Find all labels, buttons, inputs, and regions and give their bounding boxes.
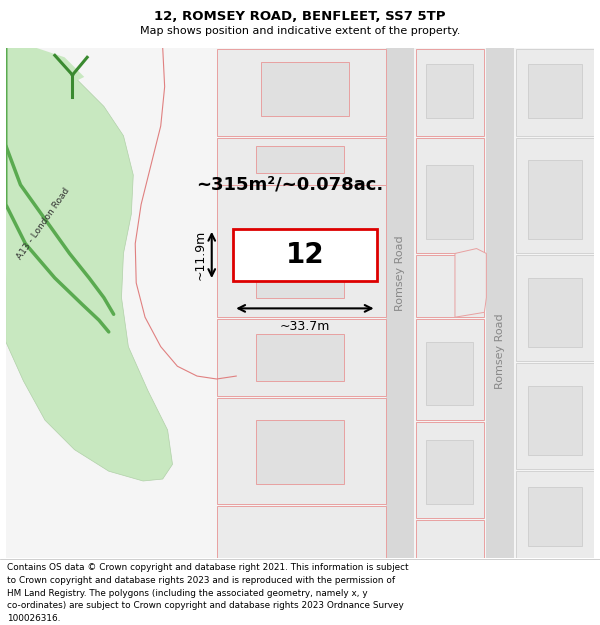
Bar — [425, 64, 473, 118]
Bar — [256, 420, 344, 484]
Bar — [527, 160, 583, 239]
Bar — [416, 49, 484, 136]
Bar — [487, 48, 514, 558]
Polygon shape — [6, 48, 173, 481]
Text: ~33.7m: ~33.7m — [280, 320, 330, 333]
Bar — [217, 398, 386, 504]
Bar — [527, 487, 583, 546]
Polygon shape — [6, 48, 84, 136]
Bar — [217, 185, 386, 318]
Text: Map shows position and indicative extent of the property.: Map shows position and indicative extent… — [140, 26, 460, 36]
Text: ~11.9m: ~11.9m — [194, 230, 207, 280]
Bar — [416, 319, 484, 420]
Bar — [217, 138, 386, 185]
Text: Contains OS data © Crown copyright and database right 2021. This information is : Contains OS data © Crown copyright and d… — [7, 563, 409, 623]
Text: ~315m²/~0.078ac.: ~315m²/~0.078ac. — [197, 176, 384, 194]
Bar — [256, 334, 344, 381]
Bar — [516, 138, 594, 254]
Bar — [256, 146, 344, 173]
Bar — [386, 48, 414, 558]
Text: Romsey Road: Romsey Road — [395, 235, 405, 311]
Bar — [527, 278, 583, 347]
Bar — [233, 229, 377, 281]
Bar — [416, 138, 484, 254]
Bar — [217, 49, 386, 136]
Bar — [416, 520, 484, 558]
Bar — [527, 64, 583, 118]
Bar — [516, 49, 594, 136]
Text: 12, ROMSEY ROAD, BENFLEET, SS7 5TP: 12, ROMSEY ROAD, BENFLEET, SS7 5TP — [154, 9, 446, 22]
Bar — [217, 319, 386, 396]
Bar — [516, 363, 594, 469]
Polygon shape — [6, 48, 113, 351]
Bar — [425, 165, 473, 239]
Bar — [416, 422, 484, 518]
Bar — [217, 506, 386, 558]
Bar — [516, 471, 594, 558]
Bar — [425, 440, 473, 504]
Bar — [527, 386, 583, 454]
Text: 12: 12 — [286, 241, 324, 269]
Bar — [425, 342, 473, 406]
Bar — [261, 62, 349, 116]
Text: Romsey Road: Romsey Road — [495, 314, 505, 389]
Bar — [516, 256, 594, 361]
Bar — [416, 256, 484, 318]
Text: A13 - London Road: A13 - London Road — [15, 186, 71, 261]
Bar — [256, 244, 344, 298]
Polygon shape — [455, 249, 487, 318]
